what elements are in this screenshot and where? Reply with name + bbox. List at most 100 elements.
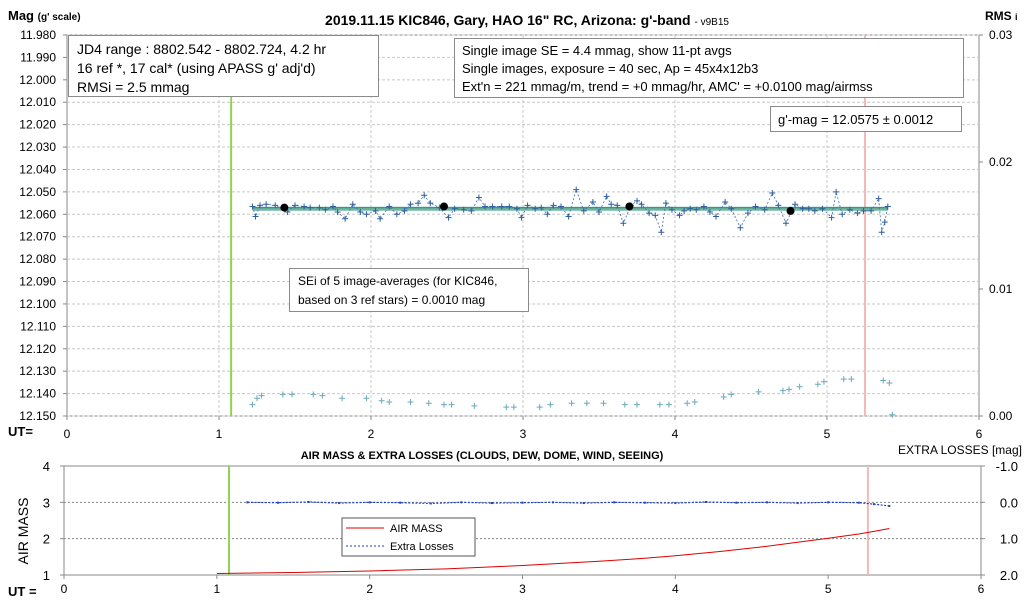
single-image-point — [761, 206, 768, 213]
extra-losses-point — [338, 502, 341, 505]
info-line: Single images, exposure = 40 sec, Ap = 4… — [462, 61, 759, 76]
single-image-point — [884, 203, 891, 210]
single-image-point — [550, 202, 557, 209]
bottom-x-tick-label: 4 — [672, 582, 679, 596]
top-y-tick-label: 12.040 — [19, 162, 56, 176]
top-axes: 11.980 11.990 12.000 12.010 12.020 12.030 12.0… — [19, 28, 1012, 441]
single-image-point — [658, 229, 665, 236]
extra-losses-point — [613, 501, 616, 504]
single-image-point — [334, 209, 341, 216]
single-image-point — [377, 215, 384, 222]
single-image-point — [518, 214, 525, 221]
info-box-single-image: Single image SE = 4.4 mmag, show 11-pt a… — [454, 38, 964, 98]
single-image-point — [596, 209, 602, 216]
single-image-point — [489, 203, 496, 210]
rms-point — [249, 401, 256, 408]
air-mass-line — [216, 528, 890, 575]
top-y-tick-label: 12.150 — [19, 409, 56, 423]
bottom-x-tick-label: 5 — [825, 582, 832, 596]
rms-point — [814, 381, 821, 388]
top-x-tick-label: 0 — [64, 427, 71, 441]
average-point — [439, 202, 448, 211]
bottom-y2-tick-label: 2.0 — [1000, 568, 1018, 583]
extra-losses-point — [521, 501, 524, 504]
single-image-point — [589, 198, 596, 205]
info-line: Ext'n = 221 mmag/m, trend = +0 mmag/hr, … — [462, 79, 873, 94]
single-image-point — [524, 202, 531, 209]
rms-point — [796, 383, 803, 390]
rms-point — [600, 400, 607, 407]
single-image-point — [875, 195, 882, 202]
single-image-point — [676, 212, 683, 219]
single-image-point — [407, 201, 414, 208]
extra-losses-point — [857, 501, 860, 504]
top-y-label: Mag (g' scale) — [8, 8, 81, 23]
single-image-point — [608, 201, 615, 208]
rms-point — [820, 378, 827, 385]
rms-point — [665, 401, 672, 408]
info-line: based on 3 ref stars) = 0.0010 mag — [298, 293, 486, 307]
rms-point — [634, 401, 640, 408]
rms-point — [568, 400, 575, 407]
single-image-point — [819, 205, 826, 212]
single-image-point — [401, 207, 408, 214]
single-image-point — [307, 204, 314, 211]
single-image-point — [330, 203, 336, 210]
extra-losses-point — [246, 501, 249, 504]
single-image-point — [860, 207, 867, 214]
single-image-point — [573, 186, 580, 193]
rms-point — [279, 391, 286, 398]
rms-point — [886, 379, 893, 386]
top-y-tick-label: 12.050 — [19, 185, 56, 199]
single-image-point — [363, 211, 370, 218]
top-y2-label: RMS i — [985, 9, 1018, 23]
single-image-point — [513, 205, 520, 212]
bottom-x-tick-label: 6 — [978, 582, 985, 596]
extra-losses-point — [873, 503, 876, 506]
single-image-point — [603, 193, 610, 200]
info-line: RMSi = 2.5 mmag — [77, 79, 190, 95]
info-line: 16 ref *, 17 cal* (using APASS g' adj'd) — [77, 60, 316, 76]
extra-losses-point — [429, 502, 432, 505]
bottom-legend: AIR MASS Extra Losses — [341, 517, 476, 557]
average-point — [625, 202, 634, 211]
single-image-point — [292, 202, 298, 209]
bottom-y2-tick-label: 0.0 — [1000, 495, 1018, 510]
single-image-point — [272, 202, 279, 209]
top-y-tick-label: 12.070 — [19, 230, 56, 244]
rms-point — [889, 411, 896, 418]
top-x-tick-label: 1 — [216, 427, 223, 441]
rms-point — [621, 401, 628, 408]
single-image-point — [558, 203, 564, 210]
single-image-point — [828, 214, 835, 221]
bottom-y-tick-label: 3 — [43, 495, 50, 510]
single-image-point — [769, 190, 776, 197]
single-image-point — [839, 211, 846, 218]
rms-point — [288, 391, 295, 398]
top-y2-tick-label: 0.03 — [989, 28, 1013, 42]
single-image-point — [706, 209, 713, 216]
extra-losses-point — [735, 501, 738, 504]
bottom-marker-lines — [228, 466, 869, 575]
rms-point — [310, 391, 317, 398]
single-image-point — [744, 210, 751, 217]
single-image-point — [634, 197, 640, 204]
top-y-tick-label: 12.130 — [19, 364, 56, 378]
rms-point — [691, 399, 698, 406]
top-x-tick-label: 2 — [368, 427, 375, 441]
single-image-point — [451, 205, 458, 212]
bottom-y2-label: EXTRA LOSSES [mag] — [898, 443, 1022, 457]
bottom-y-tick-label: 4 — [43, 459, 50, 474]
single-image-point — [620, 220, 627, 227]
single-image-point — [614, 202, 621, 209]
single-image-point — [752, 203, 759, 210]
single-image-point — [687, 205, 694, 212]
single-image-point — [386, 203, 393, 210]
top-y2-tick-label: 0.01 — [989, 282, 1013, 296]
top-y-tick-label: 12.120 — [19, 342, 56, 356]
bottom-series — [216, 500, 891, 575]
single-image-point — [257, 202, 264, 209]
single-image-point — [792, 201, 799, 208]
rms-point — [840, 376, 847, 383]
